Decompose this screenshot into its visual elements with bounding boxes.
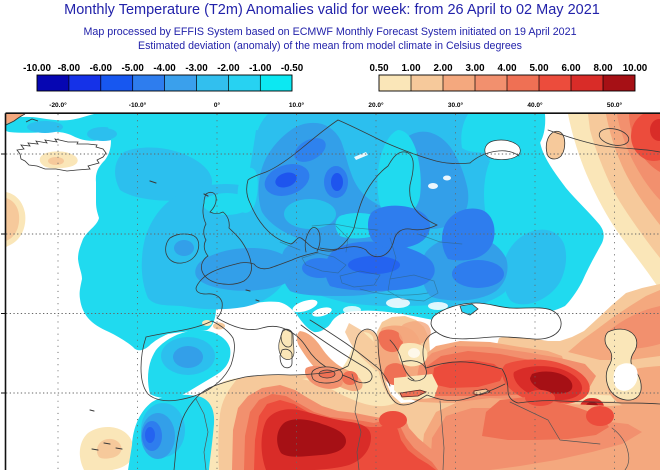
svg-text:5.00: 5.00 xyxy=(529,63,549,74)
svg-text:-10.00: -10.00 xyxy=(23,63,51,74)
svg-text:Estimated deviation (anomaly): Estimated deviation (anomaly) of the mea… xyxy=(138,40,522,52)
svg-text:6.00: 6.00 xyxy=(561,63,581,74)
svg-text:0°: 0° xyxy=(214,101,221,109)
svg-text:30.0°: 30.0° xyxy=(448,101,464,109)
svg-text:50.0°: 50.0° xyxy=(607,101,623,109)
svg-text:Map processed by EFFIS System: Map processed by EFFIS System based on E… xyxy=(83,26,576,38)
svg-text:-3.00: -3.00 xyxy=(185,63,208,74)
svg-text:-8.00: -8.00 xyxy=(58,63,81,74)
svg-text:-4.00: -4.00 xyxy=(153,63,176,74)
svg-text:-2.00: -2.00 xyxy=(217,63,240,74)
svg-text:2.00: 2.00 xyxy=(433,63,453,74)
svg-text:10.0°: 10.0° xyxy=(289,101,305,109)
svg-text:-20.0°: -20.0° xyxy=(49,101,67,109)
svg-text:8.00: 8.00 xyxy=(593,63,613,74)
svg-text:20.0°: 20.0° xyxy=(368,101,384,109)
svg-text:-0.50: -0.50 xyxy=(281,63,304,74)
svg-text:1.00: 1.00 xyxy=(401,63,421,74)
svg-text:40.0°: 40.0° xyxy=(527,101,543,109)
svg-text:-5.00: -5.00 xyxy=(122,63,145,74)
svg-text:4.00: 4.00 xyxy=(497,63,517,74)
svg-text:3.00: 3.00 xyxy=(465,63,485,74)
svg-text:10.00: 10.00 xyxy=(623,63,648,74)
svg-text:-6.00: -6.00 xyxy=(90,63,113,74)
svg-text:-10.0°: -10.0° xyxy=(129,101,147,109)
svg-text:Monthly Temperature (T2m) Anom: Monthly Temperature (T2m) Anomalies vali… xyxy=(64,2,600,18)
svg-text:0.50: 0.50 xyxy=(369,63,389,74)
svg-text:-1.00: -1.00 xyxy=(249,63,272,74)
